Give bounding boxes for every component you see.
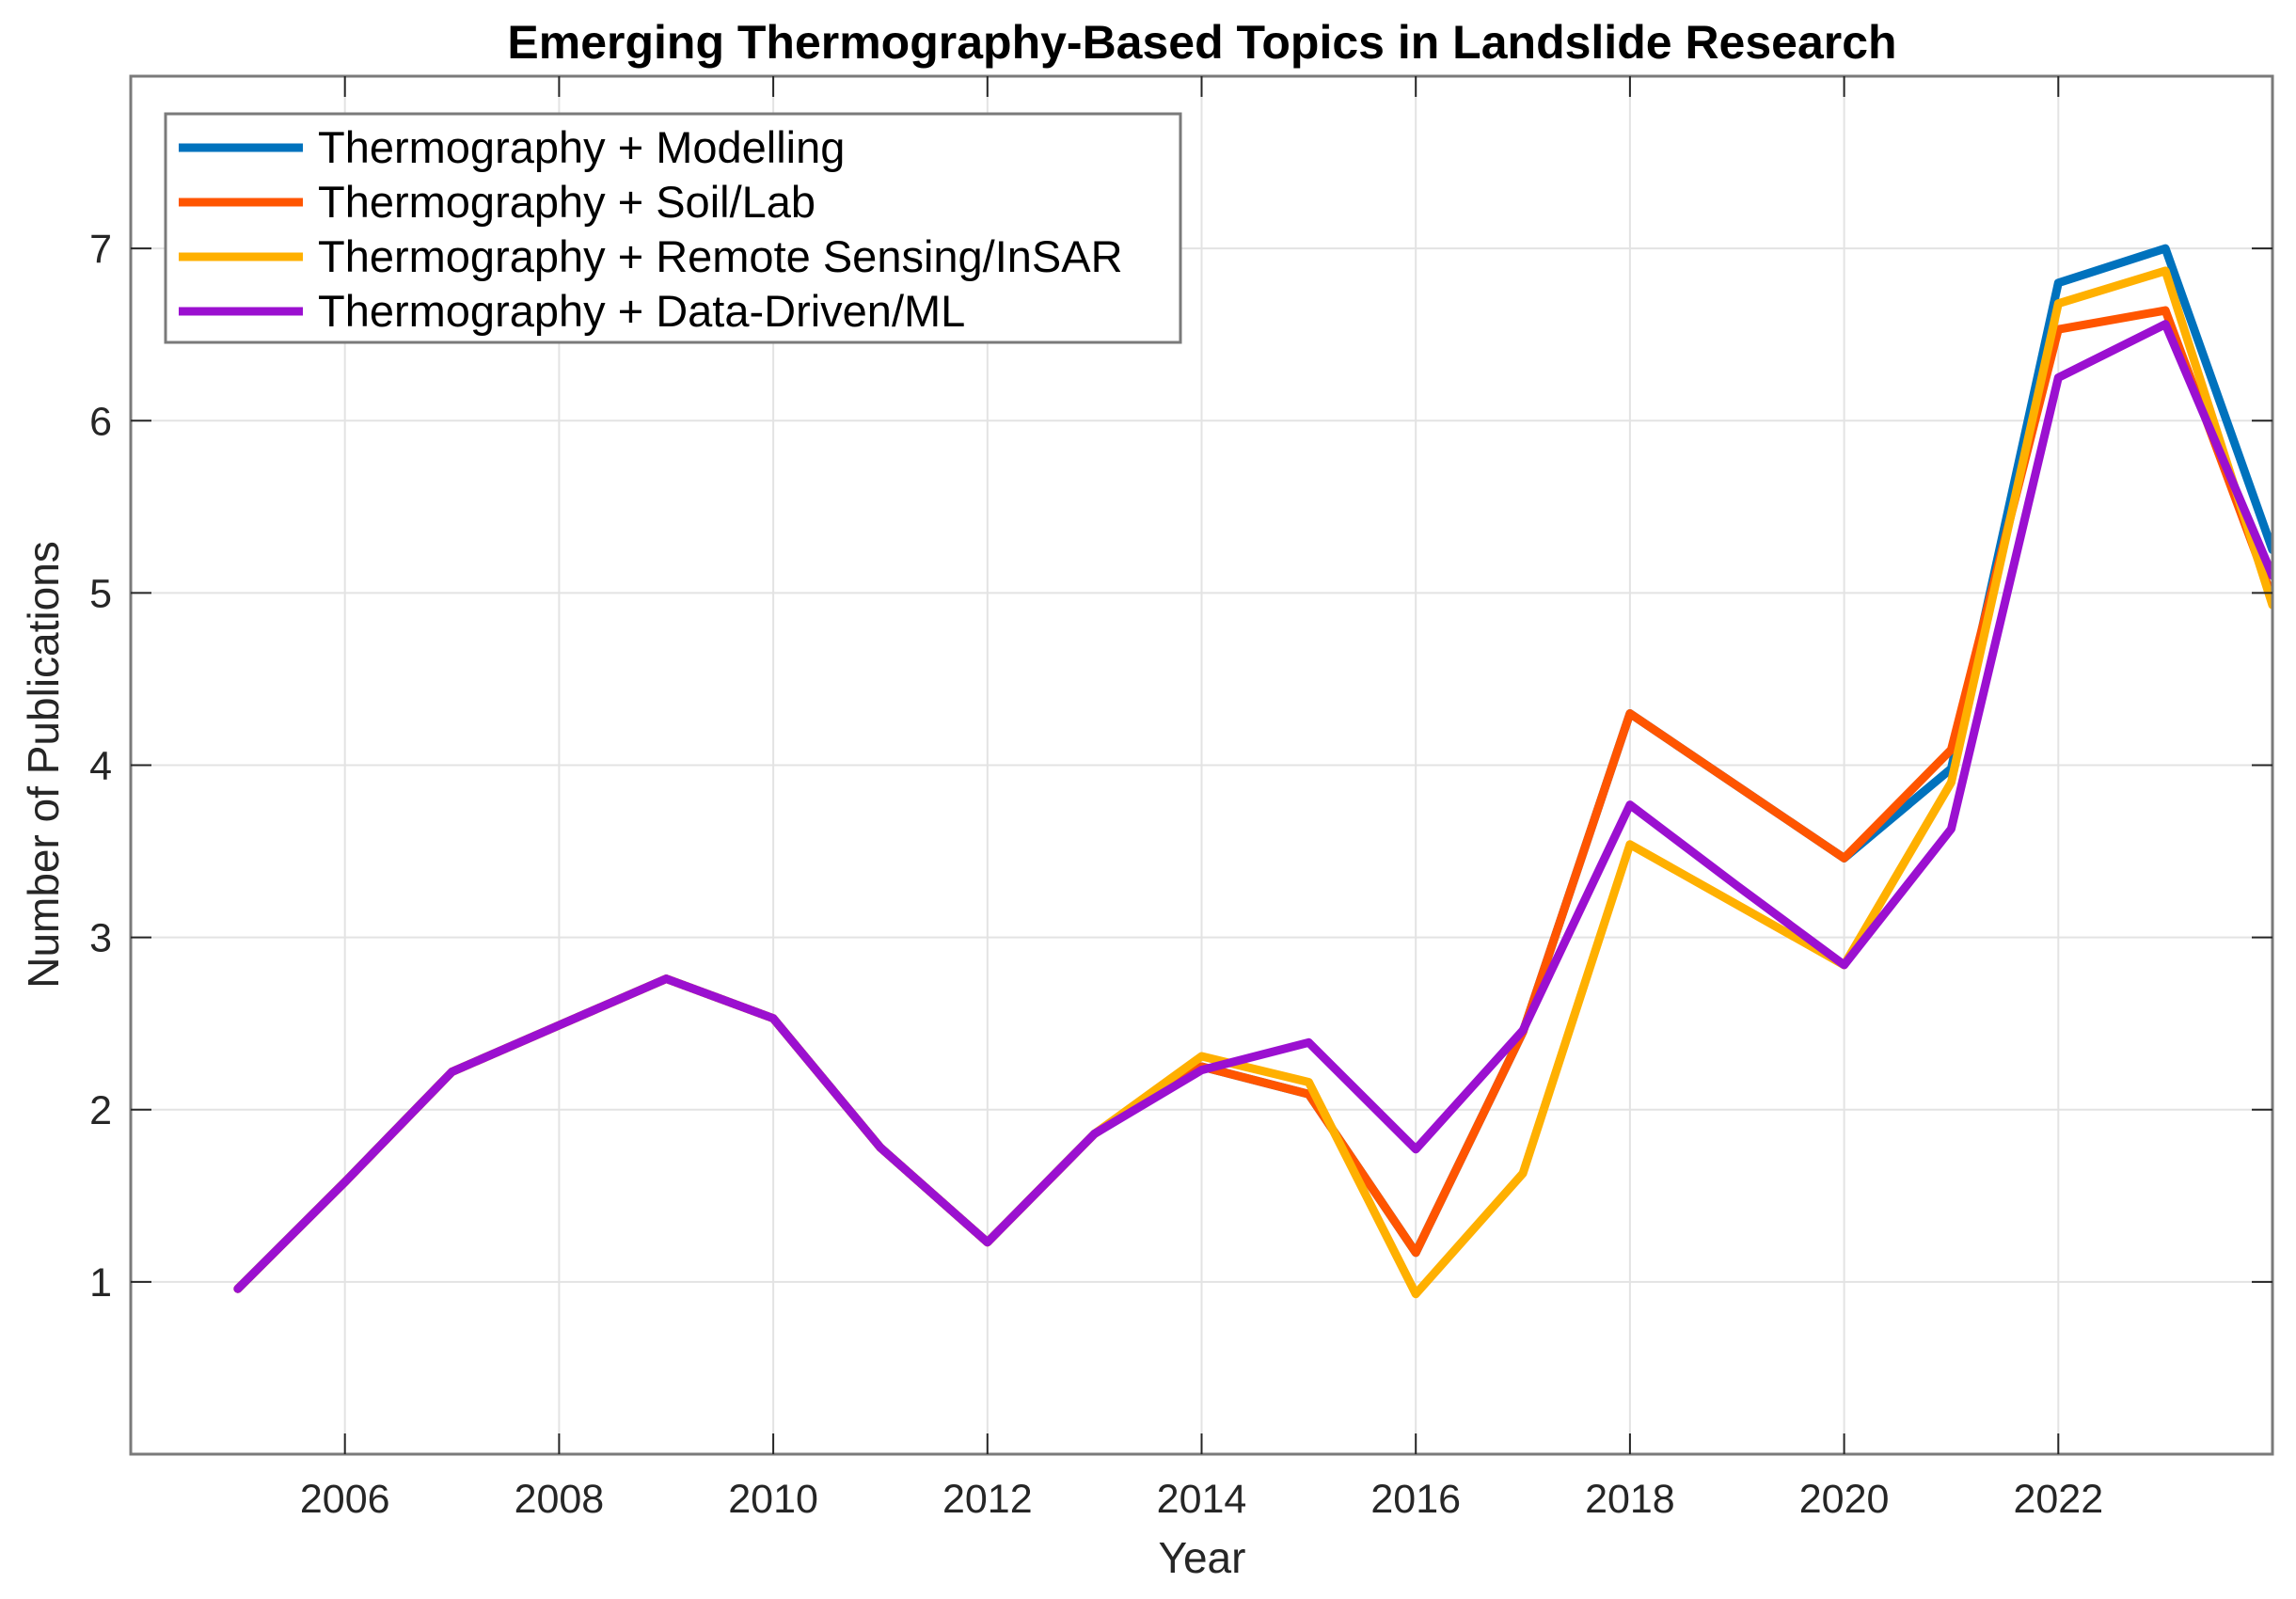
legend-label-3: Thermography + Remote Sensing/InSAR xyxy=(318,231,1123,281)
x-tick-label: 2008 xyxy=(515,1477,605,1522)
x-tick-label: 2012 xyxy=(942,1477,1033,1522)
chart-title: Emerging Thermography-Based Topics in La… xyxy=(507,16,1896,69)
x-axis-label: Year xyxy=(1159,1533,1246,1582)
x-tick-label: 2022 xyxy=(2013,1477,2103,1522)
y-tick-label: 7 xyxy=(89,227,112,272)
ticks: 2006 2008 2010 2012 2014 2016 2018 2020 2022 1 2 3 4… xyxy=(89,76,2272,1522)
legend-label-2: Thermography + Soil/Lab xyxy=(318,177,815,227)
x-tick-label: 2016 xyxy=(1370,1477,1461,1522)
y-tick-label: 2 xyxy=(89,1088,112,1133)
series-line-4 xyxy=(233,320,2272,1293)
legend-label-4: Thermography + Data-Driven/ML xyxy=(318,286,965,336)
y-axis-label: Number of Publications xyxy=(19,541,68,989)
y-tick-label: 4 xyxy=(89,744,112,789)
y-tick-label: 3 xyxy=(89,916,112,961)
series-lines xyxy=(233,244,2272,1299)
x-tick-label: 2014 xyxy=(1157,1477,1247,1522)
x-tick-label: 2020 xyxy=(1799,1477,1890,1522)
x-tick-label: 2006 xyxy=(300,1477,390,1522)
x-tick-label: 2018 xyxy=(1585,1477,1675,1522)
y-tick-label: 6 xyxy=(89,399,112,444)
legend-box xyxy=(164,112,1182,344)
y-tick-label: 1 xyxy=(89,1260,112,1306)
x-tick-label: 2010 xyxy=(728,1477,818,1522)
y-tick-label: 5 xyxy=(89,571,112,616)
legend-label-1: Thermography + Modelling xyxy=(318,122,845,172)
